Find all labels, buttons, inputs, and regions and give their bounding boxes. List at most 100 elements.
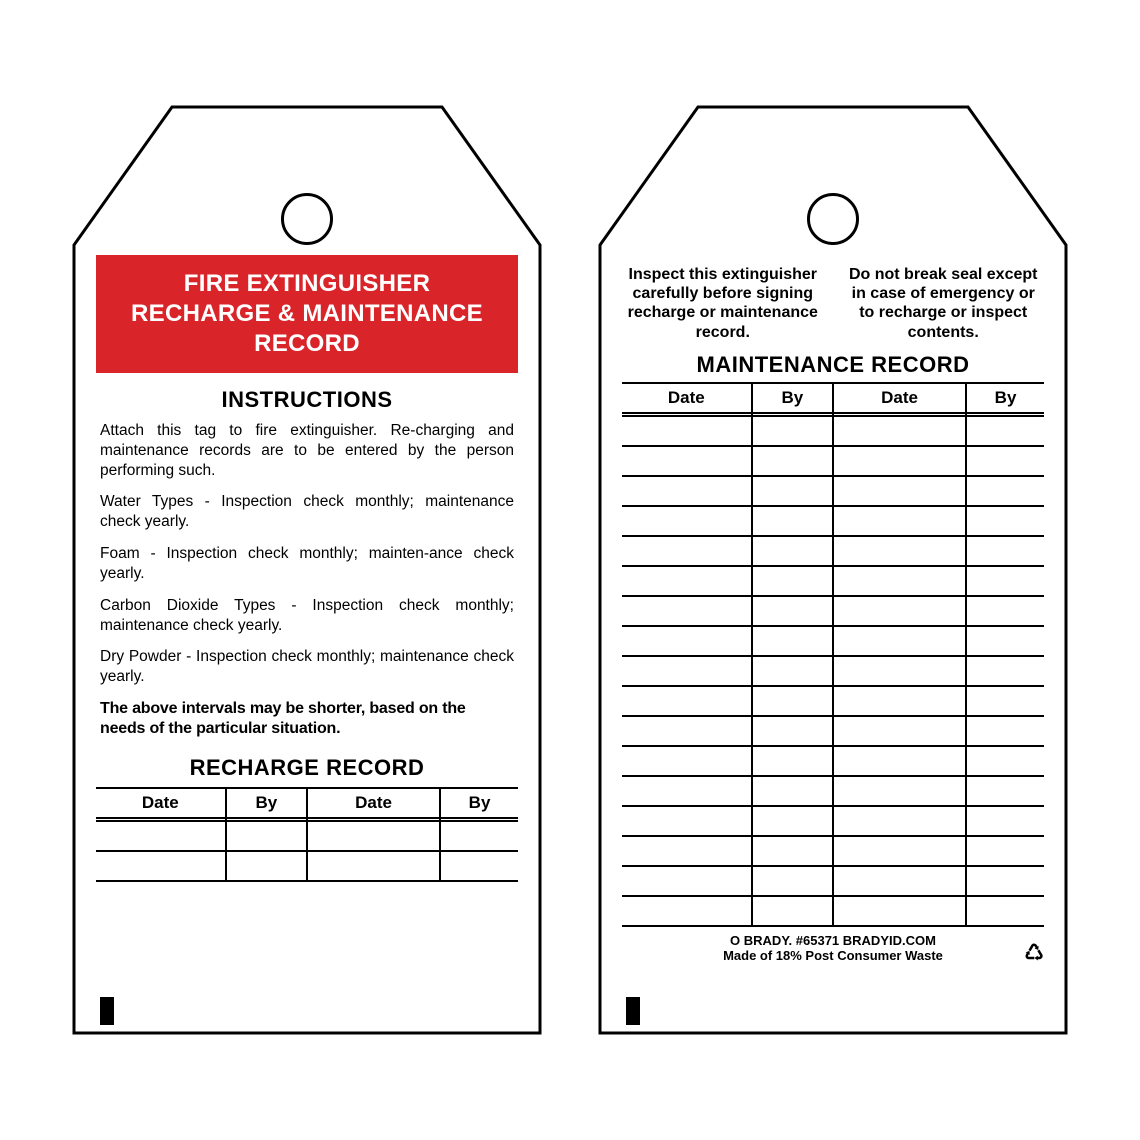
table-cell[interactable] <box>752 896 833 926</box>
instruction-bold-note: The above intervals may be shorter, base… <box>100 699 514 739</box>
table-row <box>622 566 1044 596</box>
table-cell[interactable] <box>833 506 966 536</box>
recharge-col-2: By <box>226 788 307 818</box>
table-cell[interactable] <box>622 416 752 446</box>
table-cell[interactable] <box>622 716 752 746</box>
table-cell[interactable] <box>752 416 833 446</box>
instruction-para-2: Water Types - Inspection check monthly; … <box>100 492 514 532</box>
table-cell[interactable] <box>833 656 966 686</box>
table-cell[interactable] <box>226 821 307 851</box>
table-cell[interactable] <box>752 746 833 776</box>
table-cell[interactable] <box>622 776 752 806</box>
table-cell[interactable] <box>622 686 752 716</box>
table-cell[interactable] <box>752 536 833 566</box>
table-cell[interactable] <box>622 446 752 476</box>
table-cell[interactable] <box>622 476 752 506</box>
table-cell[interactable] <box>833 446 966 476</box>
table-cell[interactable] <box>966 806 1044 836</box>
table-cell[interactable] <box>966 776 1044 806</box>
back-content: Inspect this extinguisher carefully befo… <box>622 255 1044 1015</box>
table-cell[interactable] <box>833 746 966 776</box>
table-cell[interactable] <box>966 656 1044 686</box>
table-cell[interactable] <box>966 566 1044 596</box>
table-cell[interactable] <box>96 851 226 881</box>
table-cell[interactable] <box>622 596 752 626</box>
maint-col-3: Date <box>833 383 966 413</box>
table-cell[interactable] <box>833 536 966 566</box>
front-content: FIRE EXTINGUISHER RECHARGE & MAINTENANCE… <box>96 255 518 1015</box>
table-cell[interactable] <box>833 896 966 926</box>
table-cell[interactable] <box>622 896 752 926</box>
back-top-notes: Inspect this extinguisher carefully befo… <box>626 265 1040 342</box>
table-cell[interactable] <box>622 746 752 776</box>
table-cell[interactable] <box>833 476 966 506</box>
table-cell[interactable] <box>96 821 226 851</box>
table-cell[interactable] <box>622 836 752 866</box>
table-cell[interactable] <box>966 866 1044 896</box>
table-cell[interactable] <box>307 821 440 851</box>
recharge-col-4: By <box>440 788 518 818</box>
table-cell[interactable] <box>752 476 833 506</box>
front-red-header: FIRE EXTINGUISHER RECHARGE & MAINTENANCE… <box>96 255 518 373</box>
table-cell[interactable] <box>440 851 518 881</box>
table-row <box>622 416 1044 446</box>
table-row <box>622 446 1044 476</box>
table-cell[interactable] <box>622 626 752 656</box>
table-cell[interactable] <box>966 416 1044 446</box>
table-cell[interactable] <box>752 626 833 656</box>
table-cell[interactable] <box>966 716 1044 746</box>
table-cell[interactable] <box>966 746 1044 776</box>
table-cell[interactable] <box>833 836 966 866</box>
table-cell[interactable] <box>752 656 833 686</box>
instructions-title: INSTRUCTIONS <box>96 387 518 413</box>
table-row <box>622 596 1044 626</box>
table-cell[interactable] <box>833 686 966 716</box>
table-cell[interactable] <box>752 686 833 716</box>
table-cell[interactable] <box>966 446 1044 476</box>
table-cell[interactable] <box>966 896 1044 926</box>
header-line-3: RECORD <box>254 330 360 357</box>
table-cell[interactable] <box>752 716 833 746</box>
table-cell[interactable] <box>833 806 966 836</box>
table-cell[interactable] <box>966 596 1044 626</box>
table-cell[interactable] <box>833 566 966 596</box>
table-cell[interactable] <box>622 536 752 566</box>
table-cell[interactable] <box>833 416 966 446</box>
table-cell[interactable] <box>966 626 1044 656</box>
table-cell[interactable] <box>622 656 752 686</box>
table-cell[interactable] <box>307 851 440 881</box>
table-cell[interactable] <box>833 596 966 626</box>
table-cell[interactable] <box>752 566 833 596</box>
table-cell[interactable] <box>833 716 966 746</box>
table-cell[interactable] <box>833 626 966 656</box>
table-cell[interactable] <box>440 821 518 851</box>
back-footer: O BRADY. #65371 BRADYID.COM Made of 18% … <box>622 933 1044 964</box>
table-cell[interactable] <box>833 866 966 896</box>
table-cell[interactable] <box>622 506 752 536</box>
table-cell[interactable] <box>966 506 1044 536</box>
footer-line-2: Made of 18% Post Consumer Waste <box>723 948 943 963</box>
table-cell[interactable] <box>833 776 966 806</box>
table-cell[interactable] <box>752 866 833 896</box>
table-cell[interactable] <box>752 776 833 806</box>
table-cell[interactable] <box>752 446 833 476</box>
maintenance-record-body <box>622 416 1044 926</box>
table-cell[interactable] <box>752 596 833 626</box>
table-cell[interactable] <box>752 806 833 836</box>
table-row <box>96 821 518 851</box>
recharge-record-body <box>96 821 518 881</box>
table-cell[interactable] <box>752 836 833 866</box>
recharge-record-table: Date By Date By <box>96 787 518 882</box>
table-cell[interactable] <box>966 686 1044 716</box>
table-cell[interactable] <box>622 866 752 896</box>
table-cell[interactable] <box>966 836 1044 866</box>
table-cell[interactable] <box>226 851 307 881</box>
table-cell[interactable] <box>752 506 833 536</box>
table-row <box>622 836 1044 866</box>
table-cell[interactable] <box>966 476 1044 506</box>
table-cell[interactable] <box>622 566 752 596</box>
instruction-para-5: Dry Powder - Inspection check monthly; m… <box>100 647 514 687</box>
table-cell[interactable] <box>966 536 1044 566</box>
recharge-record-title: RECHARGE RECORD <box>96 755 518 781</box>
table-cell[interactable] <box>622 806 752 836</box>
